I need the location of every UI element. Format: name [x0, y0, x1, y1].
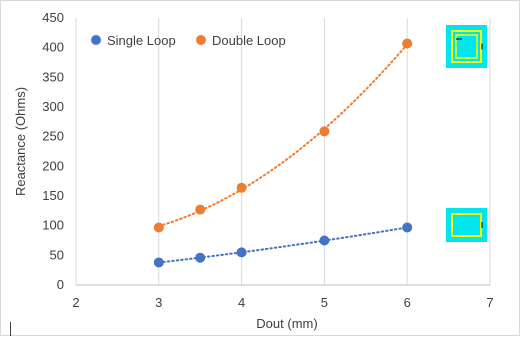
- data-point: [236, 182, 247, 193]
- y-tick-label: 400: [42, 40, 64, 55]
- x-tick-label: 3: [155, 295, 162, 310]
- data-point: [319, 126, 330, 137]
- legend: Single Loop Double Loop: [91, 33, 286, 48]
- y-tick-label: 0: [57, 277, 64, 292]
- x-tick-label: 7: [486, 295, 493, 310]
- y-tick-label: 50: [50, 247, 64, 262]
- y-tick-label: 350: [42, 69, 64, 84]
- y-tick-label: 300: [42, 99, 64, 114]
- chart-area: [0, 0, 520, 336]
- data-point: [402, 38, 413, 49]
- data-point: [319, 235, 330, 246]
- x-tick-label: 5: [321, 295, 328, 310]
- data-point: [236, 247, 247, 258]
- x-tick-label: 6: [404, 295, 411, 310]
- trendlines: [157, 43, 409, 264]
- data-point: [195, 204, 206, 215]
- y-tick-label: 200: [42, 158, 64, 173]
- legend-label: Double Loop: [212, 33, 286, 48]
- y-tick-label: 150: [42, 188, 64, 203]
- legend-label: Single Loop: [107, 33, 176, 48]
- data-point: [153, 222, 164, 233]
- y-axis-label: Reactance (Ohms): [13, 87, 28, 196]
- y-tick-label: 250: [42, 129, 64, 144]
- gridlines: [75, 18, 491, 285]
- y-tick-label: 100: [42, 218, 64, 233]
- single-loop-inset-icon: [446, 208, 487, 242]
- data-point: [195, 252, 206, 263]
- cursor-mark: [10, 322, 11, 336]
- x-tick-label: 4: [238, 295, 245, 310]
- x-tick-label: 2: [72, 295, 79, 310]
- legend-marker-0: [91, 35, 101, 45]
- trendline-1: [157, 43, 409, 228]
- double-loop-inset-icon: [446, 25, 487, 68]
- data-points: [153, 38, 413, 268]
- x-axis-label: Dout (mm): [256, 316, 317, 331]
- inset-images: [446, 25, 487, 242]
- y-tick-label: 450: [42, 10, 64, 25]
- legend-marker-1: [196, 35, 206, 45]
- data-point: [402, 222, 413, 233]
- data-point: [153, 257, 164, 268]
- tick-labels: 0 50 100 150 200 250 300 350 400 450 2 3 4 5 6 7: [42, 10, 493, 310]
